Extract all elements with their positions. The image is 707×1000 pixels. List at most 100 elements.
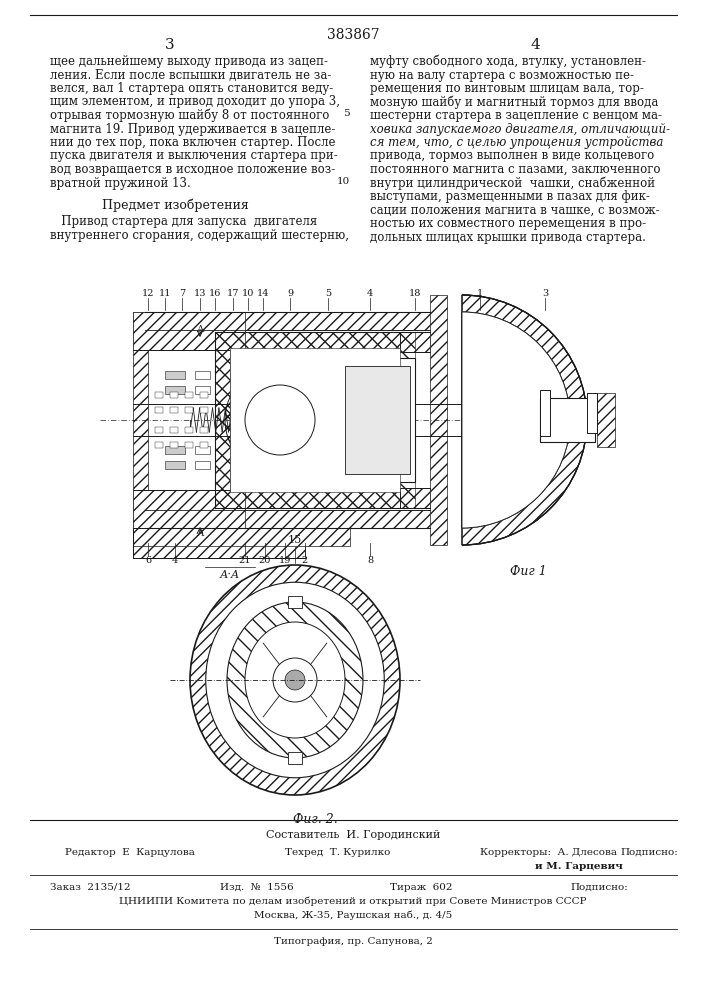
Text: Тираж  602: Тираж 602: [390, 883, 452, 892]
Text: дольных шлицах крышки привода стартера.: дольных шлицах крышки привода стартера.: [370, 231, 646, 243]
Text: ховика запускаемого двигателя, отличающий-: ховика запускаемого двигателя, отличающи…: [370, 122, 670, 135]
Bar: [185, 407, 193, 413]
Text: 3: 3: [165, 38, 175, 52]
Bar: [215, 332, 230, 508]
Text: 3: 3: [542, 289, 548, 298]
Text: 21: 21: [239, 556, 251, 565]
Bar: [230, 332, 430, 352]
Ellipse shape: [245, 622, 345, 738]
Text: ся тем, что, с целью упрощения устройства: ся тем, что, с целью упрощения устройств…: [370, 136, 663, 149]
Text: А·А: А·А: [220, 570, 240, 580]
Bar: [215, 332, 415, 508]
Text: велся, вал 1 стартера опять становится веду-: велся, вал 1 стартера опять становится в…: [50, 82, 333, 95]
Bar: [587, 393, 597, 433]
Bar: [230, 348, 400, 492]
Bar: [155, 442, 163, 448]
Bar: [540, 390, 550, 436]
Bar: [155, 427, 163, 433]
Text: 14: 14: [257, 289, 269, 298]
Bar: [155, 407, 163, 413]
Text: ления. Если после вспышки двигатель не за-: ления. Если после вспышки двигатель не з…: [50, 68, 332, 82]
Text: вод возвращается в исходное положение воз-: вод возвращается в исходное положение во…: [50, 163, 335, 176]
Text: шестерни стартера в зацепление с венцом ма-: шестерни стартера в зацепление с венцом …: [370, 109, 662, 122]
Text: Предмет изобретения: Предмет изобретения: [102, 198, 248, 212]
Bar: [200, 392, 208, 398]
Bar: [170, 427, 178, 433]
Text: отрывая тормозную шайбу 8 от постоянного: отрывая тормозную шайбу 8 от постоянного: [50, 109, 329, 122]
Text: 7: 7: [179, 289, 185, 298]
Circle shape: [273, 658, 317, 702]
Text: щим элементом, и привод доходит до упора 3,: щим элементом, и привод доходит до упора…: [50, 96, 340, 108]
Text: 6: 6: [145, 556, 151, 565]
Text: выступами, размещенными в пазах для фик-: выступами, размещенными в пазах для фик-: [370, 190, 650, 203]
Bar: [133, 490, 245, 528]
Text: 4: 4: [172, 556, 178, 565]
Text: 4: 4: [530, 38, 540, 52]
Text: сации положения магнита в чашке, с возмож-: сации положения магнита в чашке, с возмо…: [370, 204, 660, 217]
Text: Изд.  №  1556: Изд. № 1556: [220, 883, 293, 892]
Bar: [170, 442, 178, 448]
Bar: [195, 386, 210, 394]
Text: нии до тех пор, пока включен стартер. После: нии до тех пор, пока включен стартер. По…: [50, 136, 336, 149]
Text: 5: 5: [344, 109, 350, 118]
Bar: [430, 295, 447, 545]
Text: Заказ  2135/12: Заказ 2135/12: [50, 883, 131, 892]
Ellipse shape: [206, 582, 384, 778]
Bar: [195, 371, 210, 379]
Text: А: А: [197, 325, 204, 334]
Bar: [185, 427, 193, 433]
Text: 12: 12: [141, 289, 154, 298]
Text: Привод стартера для запуска  двигателя: Привод стартера для запуска двигателя: [50, 216, 317, 229]
Text: Типография, пр. Сапунова, 2: Типография, пр. Сапунова, 2: [274, 937, 433, 946]
Bar: [597, 393, 615, 447]
Bar: [185, 442, 193, 448]
Bar: [133, 528, 305, 558]
Text: 11: 11: [159, 289, 171, 298]
Text: Составитель  И. Городинский: Составитель И. Городинский: [266, 830, 440, 840]
Text: 10: 10: [337, 176, 350, 186]
Text: внутреннего сгорания, содержащий шестерню,: внутреннего сгорания, содержащий шестерн…: [50, 229, 349, 242]
Text: вратной пружиной 13.: вратной пружиной 13.: [50, 176, 191, 190]
Text: ЦНИИПИ Комитета по делам изобретений и открытий при Совете Министров СССР: ЦНИИПИ Комитета по делам изобретений и о…: [119, 897, 587, 906]
Bar: [165, 461, 185, 469]
Text: 2: 2: [302, 556, 308, 565]
Bar: [230, 488, 430, 508]
Text: Корректоры:  А. Длесова: Корректоры: А. Длесова: [480, 848, 617, 857]
Wedge shape: [462, 295, 587, 545]
Text: 17: 17: [227, 289, 239, 298]
Bar: [133, 312, 245, 350]
Text: 19: 19: [279, 556, 291, 565]
Bar: [185, 392, 193, 398]
Bar: [133, 528, 350, 546]
Text: А: А: [197, 529, 204, 538]
Text: магнита 19. Привод удерживается в зацепле-: магнита 19. Привод удерживается в зацепл…: [50, 122, 335, 135]
Bar: [170, 407, 178, 413]
Bar: [145, 510, 445, 528]
Text: внутри цилиндрической  чашки, снабженной: внутри цилиндрической чашки, снабженной: [370, 176, 655, 190]
Bar: [288, 596, 302, 608]
Text: щее дальнейшему выходу привода из зацеп-: щее дальнейшему выходу привода из зацеп-: [50, 55, 328, 68]
Text: постоянного магнита с пазами, заключенного: постоянного магнита с пазами, заключенно…: [370, 163, 660, 176]
Bar: [345, 366, 410, 474]
Text: ную на валу стартера с возможностью пе-: ную на валу стартера с возможностью пе-: [370, 68, 634, 82]
Text: пуска двигателя и выключения стартера при-: пуска двигателя и выключения стартера пр…: [50, 149, 338, 162]
Bar: [200, 442, 208, 448]
Wedge shape: [462, 312, 570, 528]
Bar: [133, 312, 148, 528]
Bar: [170, 392, 178, 398]
Bar: [288, 752, 302, 764]
Bar: [155, 392, 163, 398]
Text: Редактор  Е  Карцулова: Редактор Е Карцулова: [65, 848, 195, 857]
Text: Фиг. 2.: Фиг. 2.: [293, 813, 337, 826]
Text: 10: 10: [242, 289, 255, 298]
Bar: [340, 358, 415, 482]
Bar: [145, 312, 445, 330]
Bar: [195, 446, 210, 454]
Text: Техред  Т. Курилко: Техред Т. Курилко: [285, 848, 390, 857]
Bar: [165, 446, 185, 454]
Bar: [540, 398, 595, 442]
Text: 18: 18: [409, 289, 421, 298]
Text: ремещения по винтовым шлицам вала, тор-: ремещения по винтовым шлицам вала, тор-: [370, 82, 644, 95]
Bar: [195, 461, 210, 469]
Text: 13: 13: [194, 289, 206, 298]
